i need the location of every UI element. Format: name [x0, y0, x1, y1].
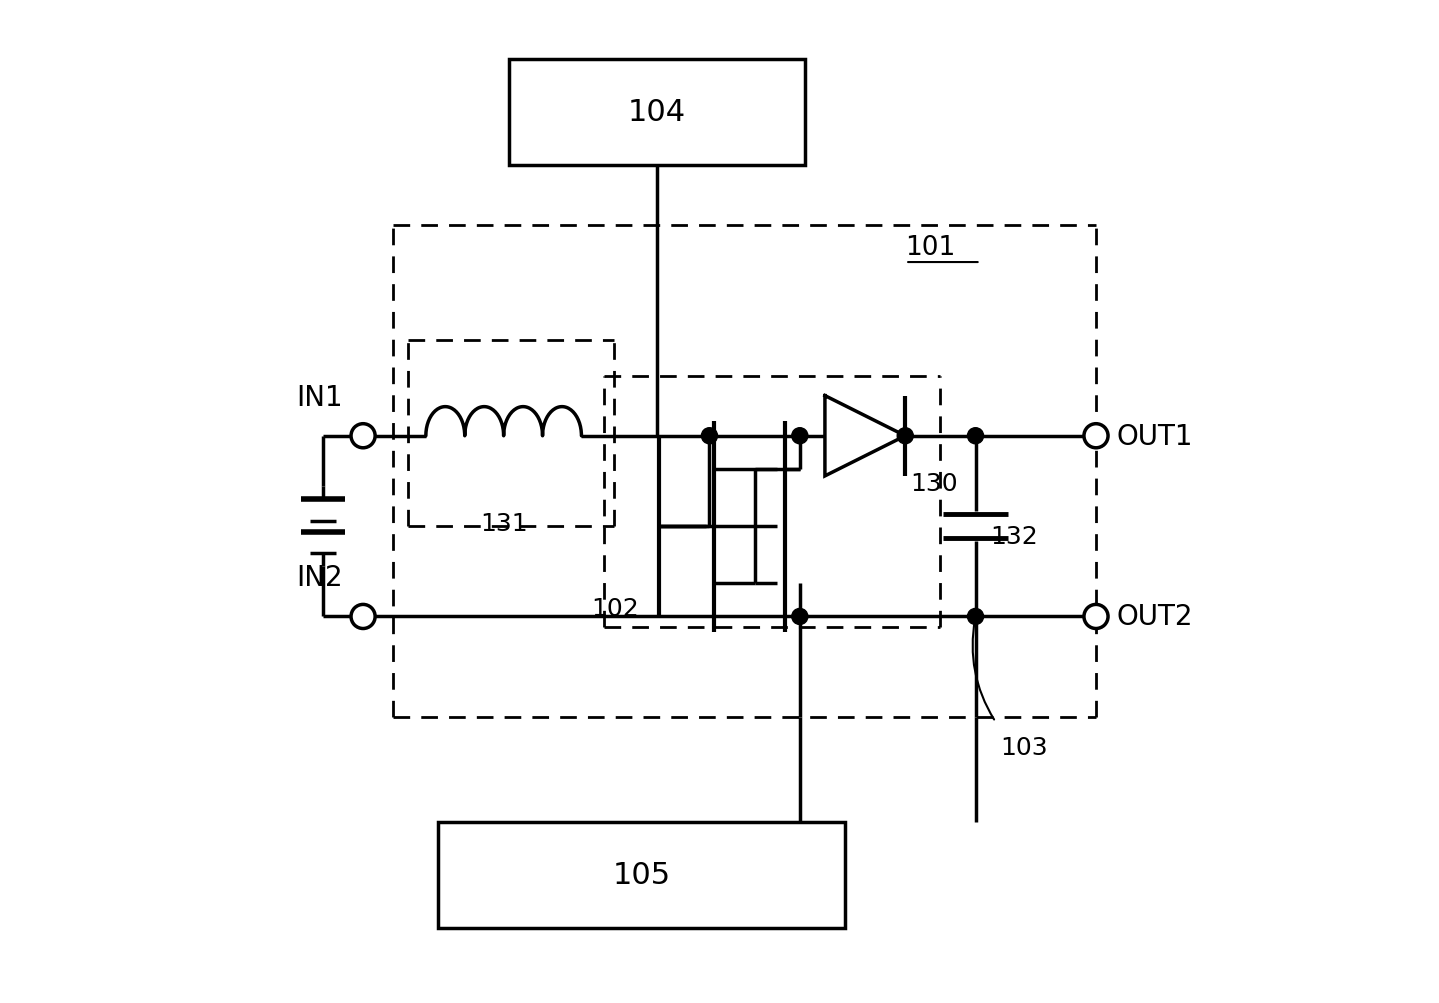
Circle shape: [791, 428, 807, 444]
Text: 102: 102: [591, 597, 639, 621]
Text: 104: 104: [627, 98, 686, 127]
Circle shape: [1084, 424, 1108, 448]
Circle shape: [1084, 605, 1108, 629]
Circle shape: [351, 605, 376, 629]
Bar: [508, 60, 804, 165]
Text: 132: 132: [990, 525, 1039, 549]
Text: 103: 103: [1000, 735, 1048, 759]
Circle shape: [967, 428, 983, 444]
Text: IN1: IN1: [296, 383, 342, 411]
Polygon shape: [825, 396, 905, 476]
Text: 130: 130: [911, 471, 958, 495]
Text: IN2: IN2: [296, 564, 342, 592]
Circle shape: [967, 609, 983, 625]
Circle shape: [701, 428, 718, 444]
Text: OUT2: OUT2: [1117, 603, 1193, 631]
Text: OUT1: OUT1: [1117, 422, 1193, 450]
Circle shape: [791, 609, 807, 625]
Text: 131: 131: [479, 512, 528, 536]
Text: 101: 101: [905, 235, 955, 261]
Circle shape: [896, 428, 914, 444]
Circle shape: [351, 424, 376, 448]
Bar: [439, 822, 845, 928]
Text: 105: 105: [613, 861, 671, 890]
